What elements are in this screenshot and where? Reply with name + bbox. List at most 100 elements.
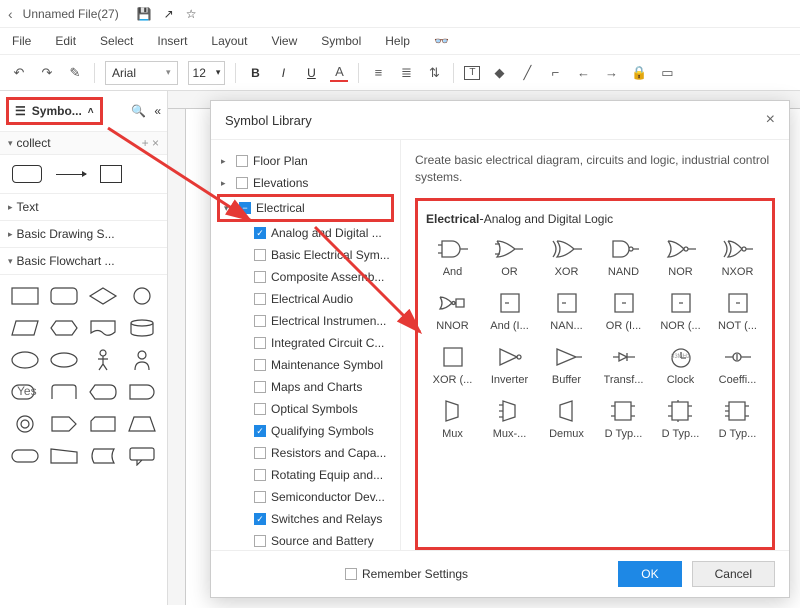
align-mid-icon[interactable]: ≣	[397, 64, 415, 82]
shape-circle[interactable]	[124, 283, 159, 309]
size-select[interactable]: 12▾	[188, 61, 226, 85]
remember-settings-checkbox[interactable]: Remember Settings	[345, 567, 468, 581]
shape-rect[interactable]	[8, 283, 43, 309]
collect-section[interactable]: ▾collect+ ×	[0, 132, 167, 155]
tree-node[interactable]: ▸Floor Plan	[217, 150, 394, 172]
arrow-start-icon[interactable]: ←	[574, 64, 592, 82]
tree-node[interactable]: ✓Qualifying Symbols	[217, 420, 394, 442]
tree-node[interactable]: Basic Electrical Sym...	[217, 244, 394, 266]
search-icon[interactable]: 🔍	[131, 104, 146, 118]
symbol-item[interactable]: XOR (...	[426, 344, 479, 386]
symbol-item[interactable]: NOR	[654, 236, 707, 278]
menu-view[interactable]: View	[271, 34, 297, 48]
brush-icon[interactable]: ✎	[66, 64, 84, 82]
symbol-item[interactable]: And	[426, 236, 479, 278]
arrow-end-icon[interactable]: →	[602, 64, 620, 82]
lock-icon[interactable]: 🔒	[630, 64, 648, 82]
tree-node[interactable]: ▾−Electrical	[217, 194, 394, 222]
tree-node[interactable]: ✓Analog and Digital ...	[217, 222, 394, 244]
basic-drawing-section[interactable]: ▸Basic Drawing S...	[0, 221, 167, 248]
glasses-icon[interactable]: 👓	[434, 34, 449, 48]
line-icon[interactable]: ╱	[518, 64, 536, 82]
share-icon[interactable]: ↗	[164, 7, 174, 21]
redo-icon[interactable]: ↷	[38, 64, 56, 82]
shape-pent[interactable]	[47, 411, 82, 437]
shape-delay[interactable]	[124, 379, 159, 405]
menu-help[interactable]: Help	[385, 34, 410, 48]
save-icon[interactable]: 💾	[137, 7, 152, 21]
menu-insert[interactable]: Insert	[157, 34, 187, 48]
bold-icon[interactable]: B	[246, 64, 264, 82]
text-section[interactable]: ▸Text	[0, 194, 167, 221]
symbol-item[interactable]: NXOR	[711, 236, 764, 278]
connector-icon[interactable]: ⌐	[546, 64, 564, 82]
shape-card[interactable]	[86, 411, 121, 437]
tree-node[interactable]: Integrated Circuit C...	[217, 332, 394, 354]
symbol-item[interactable]: OR (I...	[597, 290, 650, 332]
symbol-item[interactable]: D Typ...	[654, 398, 707, 440]
tree-node[interactable]: Electrical Instrumen...	[217, 310, 394, 332]
shape-stadium[interactable]	[8, 443, 43, 469]
symbol-item[interactable]: Buffer	[540, 344, 593, 386]
symbol-panel-button[interactable]: ☰Symbo...˄	[6, 97, 103, 125]
menu-file[interactable]: File	[12, 34, 31, 48]
shape-display[interactable]	[86, 379, 121, 405]
tree-node[interactable]: Composite Assemb...	[217, 266, 394, 288]
shape-stored[interactable]	[86, 443, 121, 469]
cancel-button[interactable]: Cancel	[692, 561, 775, 587]
symbol-item[interactable]: Inverter	[483, 344, 536, 386]
menu-layout[interactable]: Layout	[211, 34, 247, 48]
text-box-icon[interactable]: T	[464, 66, 480, 80]
symbol-item[interactable]: NNOR	[426, 290, 479, 332]
align-left-icon[interactable]: ≡	[369, 64, 387, 82]
shape-user[interactable]	[124, 347, 159, 373]
menu-symbol[interactable]: Symbol	[321, 34, 361, 48]
menu-edit[interactable]: Edit	[55, 34, 76, 48]
shape-ellipse[interactable]	[8, 347, 43, 373]
symbol-item[interactable]: Mux	[426, 398, 479, 440]
symbol-item[interactable]: NOR (...	[654, 290, 707, 332]
collapse-icon[interactable]: «	[154, 104, 161, 118]
tree-node[interactable]: Electrical Audio	[217, 288, 394, 310]
shape-manual[interactable]	[47, 443, 82, 469]
shape-trap[interactable]	[124, 411, 159, 437]
shape-hex[interactable]	[47, 315, 82, 341]
tree-node[interactable]: ✓Switches and Relays	[217, 508, 394, 530]
close-icon[interactable]: ×	[766, 111, 775, 129]
tree-node[interactable]: Source and Battery	[217, 530, 394, 550]
symbol-item[interactable]: Demux	[540, 398, 593, 440]
tree-node[interactable]: Resistors and Capa...	[217, 442, 394, 464]
tree-node[interactable]: Rotating Equip and...	[217, 464, 394, 486]
shape-note[interactable]: Yes	[8, 379, 43, 405]
symbol-item[interactable]: XOR	[540, 236, 593, 278]
tree-node[interactable]: Optical Symbols	[217, 398, 394, 420]
shape-tab[interactable]	[47, 379, 82, 405]
symbol-item[interactable]: D Typ...	[711, 398, 764, 440]
star-icon[interactable]: ☆	[186, 7, 197, 21]
symbol-item[interactable]: NOT (...	[711, 290, 764, 332]
symbol-item[interactable]: Coeffi...	[711, 344, 764, 386]
underline-icon[interactable]: U	[302, 64, 320, 82]
font-color-icon[interactable]: A	[330, 64, 348, 82]
shape-person[interactable]	[86, 347, 121, 373]
shape-parallel[interactable]	[8, 315, 43, 341]
shape-ring[interactable]	[8, 411, 43, 437]
shape-ellipse2[interactable]	[47, 347, 82, 373]
page-icon[interactable]: ▭	[658, 64, 676, 82]
tree-node[interactable]: ▸Elevations	[217, 172, 394, 194]
tree-node[interactable]: Maintenance Symbol	[217, 354, 394, 376]
symbol-item[interactable]: And (I...	[483, 290, 536, 332]
ok-button[interactable]: OK	[618, 561, 681, 587]
symbol-item[interactable]: Transf...	[597, 344, 650, 386]
tree-node[interactable]: Semiconductor Dev...	[217, 486, 394, 508]
menu-select[interactable]: Select	[100, 34, 133, 48]
tree-node[interactable]: Maps and Charts	[217, 376, 394, 398]
line-spacing-icon[interactable]: ⇅	[425, 64, 443, 82]
shape-cyl[interactable]	[124, 315, 159, 341]
undo-icon[interactable]: ↶	[10, 64, 28, 82]
italic-icon[interactable]: I	[274, 64, 292, 82]
shape-callout[interactable]	[124, 443, 159, 469]
shape-roundrect[interactable]	[47, 283, 82, 309]
symbol-item[interactable]: D Typ...	[597, 398, 650, 440]
font-select[interactable]: Arial▾	[105, 61, 178, 85]
